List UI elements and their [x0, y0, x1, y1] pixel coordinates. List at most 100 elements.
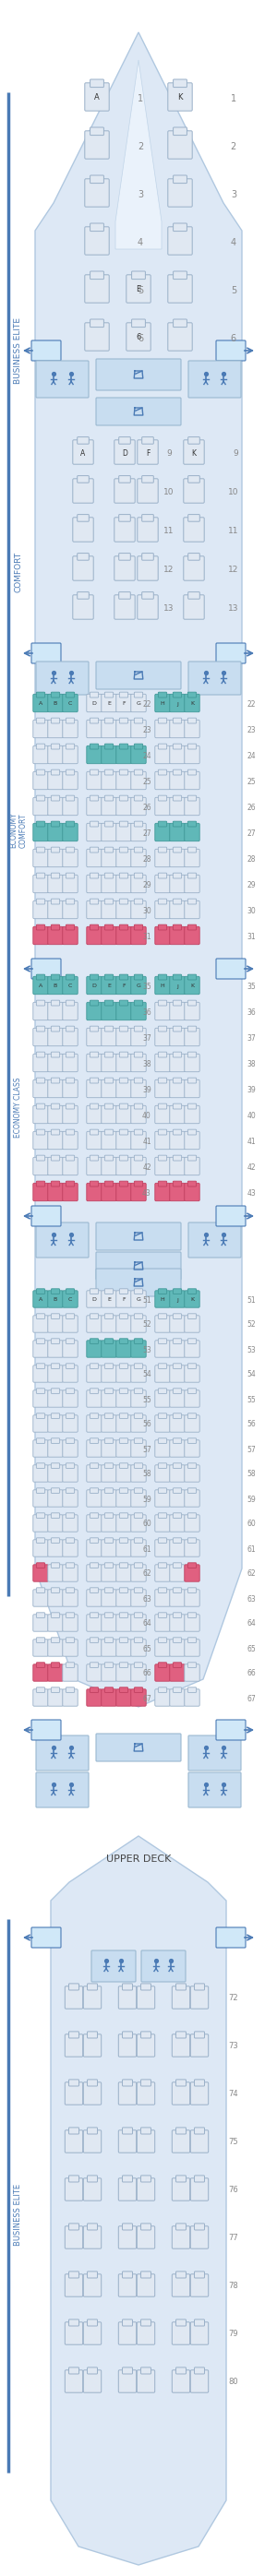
Text: 64: 64	[247, 1620, 256, 1628]
FancyBboxPatch shape	[87, 799, 102, 817]
FancyBboxPatch shape	[141, 2032, 151, 2038]
FancyBboxPatch shape	[33, 1466, 48, 1481]
FancyBboxPatch shape	[116, 1316, 131, 1332]
FancyBboxPatch shape	[134, 1564, 143, 1569]
FancyBboxPatch shape	[155, 747, 170, 762]
FancyBboxPatch shape	[66, 1463, 75, 1468]
Text: K: K	[190, 701, 194, 706]
FancyBboxPatch shape	[188, 1613, 196, 1618]
FancyBboxPatch shape	[90, 770, 99, 775]
Text: 53: 53	[247, 1345, 256, 1355]
FancyBboxPatch shape	[131, 876, 146, 894]
FancyBboxPatch shape	[83, 2130, 101, 2154]
FancyBboxPatch shape	[51, 796, 60, 801]
FancyBboxPatch shape	[85, 178, 109, 206]
FancyBboxPatch shape	[65, 1986, 83, 2009]
Text: 22: 22	[247, 701, 256, 708]
FancyBboxPatch shape	[31, 958, 61, 979]
FancyBboxPatch shape	[119, 1103, 128, 1110]
FancyBboxPatch shape	[77, 554, 89, 559]
FancyBboxPatch shape	[184, 1489, 200, 1507]
Text: 43: 43	[247, 1188, 256, 1198]
Text: 78: 78	[228, 2282, 238, 2290]
FancyBboxPatch shape	[168, 227, 192, 255]
FancyBboxPatch shape	[119, 554, 130, 559]
Text: 13: 13	[164, 605, 174, 613]
FancyBboxPatch shape	[101, 1589, 117, 1607]
FancyBboxPatch shape	[36, 1463, 45, 1468]
FancyBboxPatch shape	[101, 1414, 117, 1432]
FancyBboxPatch shape	[119, 999, 128, 1005]
FancyBboxPatch shape	[122, 2318, 132, 2326]
FancyBboxPatch shape	[63, 747, 78, 762]
Text: 62: 62	[247, 1569, 256, 1579]
FancyBboxPatch shape	[101, 824, 117, 842]
FancyBboxPatch shape	[63, 1316, 78, 1332]
FancyBboxPatch shape	[119, 1463, 128, 1468]
FancyBboxPatch shape	[48, 1054, 63, 1072]
FancyBboxPatch shape	[194, 2272, 204, 2277]
FancyBboxPatch shape	[63, 1291, 78, 1309]
FancyBboxPatch shape	[116, 1638, 131, 1656]
FancyBboxPatch shape	[142, 592, 153, 600]
FancyBboxPatch shape	[36, 693, 45, 698]
FancyBboxPatch shape	[66, 1687, 75, 1692]
FancyBboxPatch shape	[184, 850, 200, 868]
Text: E: E	[107, 984, 111, 989]
FancyBboxPatch shape	[168, 322, 192, 350]
FancyBboxPatch shape	[134, 1512, 143, 1517]
FancyBboxPatch shape	[119, 1538, 128, 1543]
FancyBboxPatch shape	[170, 799, 185, 817]
Text: 27: 27	[247, 829, 256, 837]
FancyBboxPatch shape	[87, 1615, 102, 1631]
FancyBboxPatch shape	[90, 319, 104, 327]
FancyBboxPatch shape	[105, 1662, 113, 1667]
FancyBboxPatch shape	[191, 2370, 208, 2393]
FancyBboxPatch shape	[116, 927, 131, 945]
FancyBboxPatch shape	[105, 1687, 113, 1692]
FancyBboxPatch shape	[119, 1662, 128, 1667]
FancyBboxPatch shape	[105, 1128, 113, 1136]
FancyBboxPatch shape	[173, 719, 182, 724]
Text: 4: 4	[137, 237, 143, 247]
FancyBboxPatch shape	[114, 479, 135, 502]
FancyBboxPatch shape	[122, 2367, 132, 2375]
FancyBboxPatch shape	[134, 1662, 143, 1667]
FancyBboxPatch shape	[194, 2079, 204, 2087]
FancyBboxPatch shape	[33, 1664, 48, 1682]
FancyBboxPatch shape	[170, 773, 185, 788]
FancyBboxPatch shape	[134, 1340, 143, 1345]
FancyBboxPatch shape	[105, 899, 113, 904]
FancyBboxPatch shape	[48, 876, 63, 894]
FancyBboxPatch shape	[90, 1103, 99, 1110]
FancyBboxPatch shape	[116, 1690, 131, 1705]
FancyBboxPatch shape	[90, 1512, 99, 1517]
FancyBboxPatch shape	[134, 822, 143, 827]
FancyBboxPatch shape	[184, 1564, 200, 1582]
FancyBboxPatch shape	[173, 126, 187, 137]
Text: H: H	[160, 984, 165, 989]
Text: 67: 67	[247, 1695, 256, 1703]
FancyBboxPatch shape	[63, 1638, 78, 1656]
FancyBboxPatch shape	[158, 1613, 167, 1618]
Text: 63: 63	[247, 1595, 256, 1602]
FancyBboxPatch shape	[116, 719, 131, 737]
FancyBboxPatch shape	[105, 719, 113, 724]
FancyBboxPatch shape	[63, 1615, 78, 1631]
FancyBboxPatch shape	[101, 1391, 117, 1406]
FancyBboxPatch shape	[33, 976, 48, 994]
Text: K: K	[190, 984, 194, 989]
FancyBboxPatch shape	[66, 1437, 75, 1443]
FancyBboxPatch shape	[63, 1540, 78, 1556]
FancyBboxPatch shape	[119, 438, 130, 443]
FancyBboxPatch shape	[184, 1316, 200, 1332]
FancyBboxPatch shape	[170, 1291, 185, 1309]
FancyBboxPatch shape	[36, 1363, 45, 1368]
Text: 79: 79	[229, 2331, 238, 2339]
FancyBboxPatch shape	[66, 1103, 75, 1110]
FancyBboxPatch shape	[155, 1466, 170, 1481]
FancyBboxPatch shape	[66, 796, 75, 801]
FancyBboxPatch shape	[134, 1437, 143, 1443]
FancyBboxPatch shape	[119, 2275, 136, 2298]
FancyBboxPatch shape	[51, 1025, 60, 1030]
